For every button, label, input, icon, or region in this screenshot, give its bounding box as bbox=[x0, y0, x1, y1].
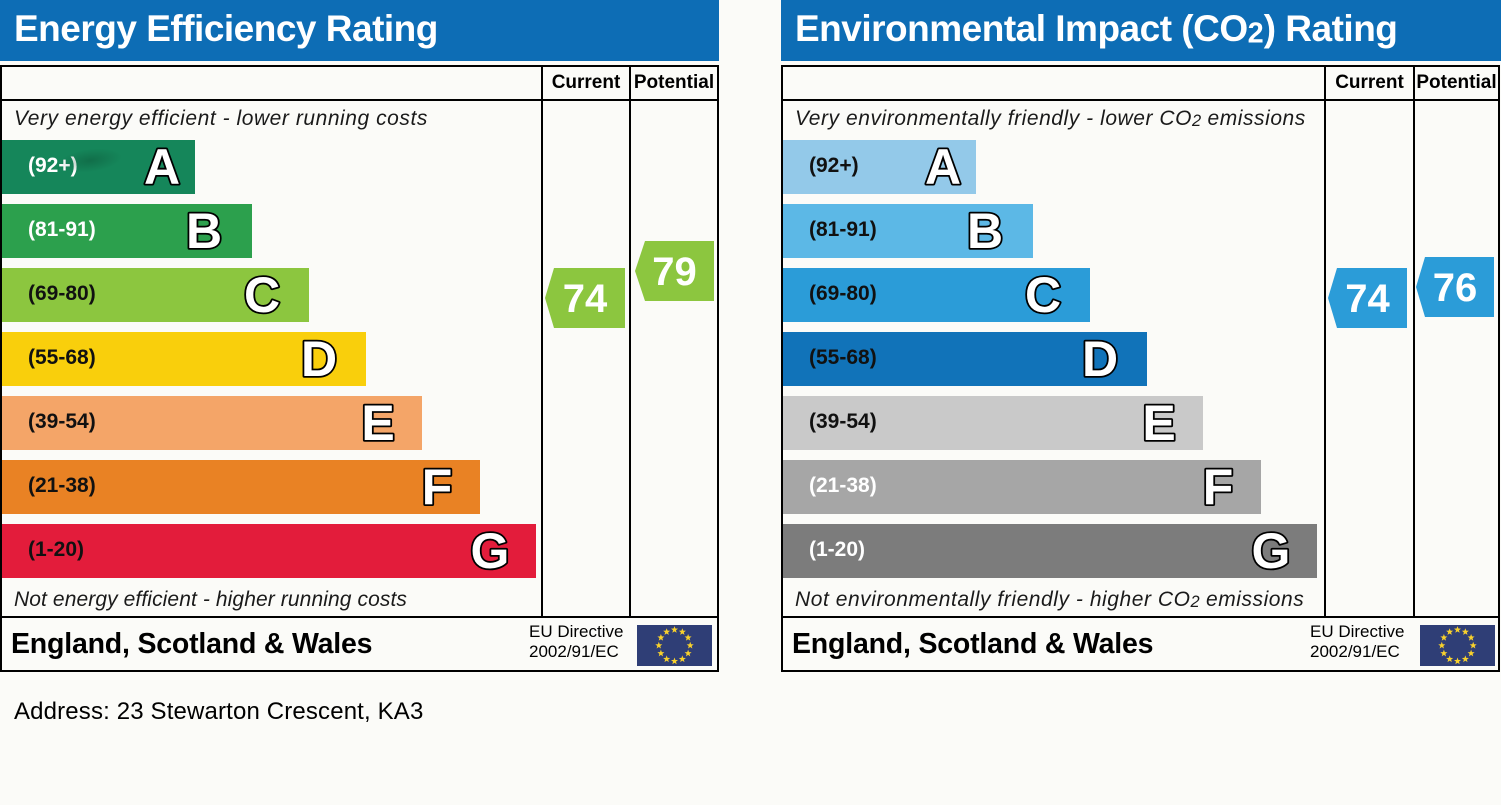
svg-text:74: 74 bbox=[563, 277, 608, 321]
svg-text:G: G bbox=[471, 524, 510, 578]
svg-text:E: E bbox=[1142, 396, 1175, 450]
svg-text:C: C bbox=[244, 268, 280, 322]
svg-text:C: C bbox=[1025, 268, 1061, 322]
svg-text:F: F bbox=[421, 460, 452, 514]
svg-text:A: A bbox=[925, 140, 961, 194]
svg-text:D: D bbox=[1082, 332, 1118, 386]
svg-text:E: E bbox=[361, 396, 394, 450]
svg-text:A: A bbox=[144, 140, 180, 194]
svg-text:79: 79 bbox=[652, 250, 697, 294]
svg-text:G: G bbox=[1252, 524, 1291, 578]
svg-text:74: 74 bbox=[1345, 277, 1390, 321]
svg-text:D: D bbox=[301, 332, 337, 386]
svg-text:76: 76 bbox=[1433, 266, 1478, 310]
svg-text:F: F bbox=[1202, 460, 1233, 514]
svg-text:B: B bbox=[186, 204, 222, 258]
svg-text:B: B bbox=[967, 204, 1003, 258]
